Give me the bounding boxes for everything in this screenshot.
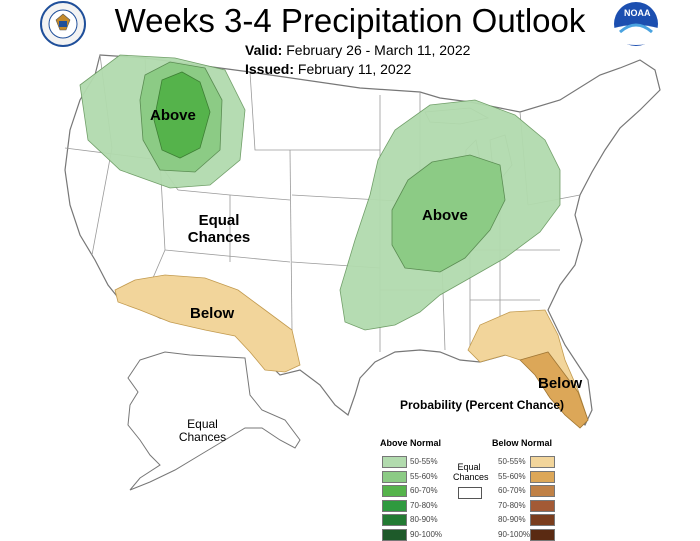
valid-label: Valid: (245, 42, 283, 58)
legend-title: Probability (Percent Chance) (400, 398, 565, 412)
label-below-southwest: Below (190, 305, 235, 322)
issued-value: February 11, 2022 (297, 61, 412, 77)
legend-above-swatch (382, 499, 407, 512)
legend-above-header: Above Normal (380, 438, 442, 448)
below-se-55 (519, 351, 589, 429)
valid-line: Valid: February 26 - March 11, 2022 (245, 42, 470, 58)
label-equal-west-line1: Equal (198, 212, 240, 229)
above-nw-60 (153, 71, 211, 159)
legend-above-label: 55-60% (410, 471, 438, 481)
legend-below-swatch (530, 499, 555, 512)
legend-below-header: Below Normal (492, 438, 553, 448)
legend-above-label: 70-80% (410, 500, 438, 510)
legend-above-swatch (382, 470, 407, 483)
legend-above-swatch (382, 528, 407, 541)
legend-below-swatch (530, 470, 555, 483)
page-title: Weeks 3-4 Precipitation Outlook (114, 2, 586, 39)
department-of-commerce-seal-icon (40, 1, 86, 47)
legend-below-swatch (530, 514, 555, 526)
label-equal-chances-west: Equal Chances (184, 212, 254, 246)
legend-above-swatch (382, 456, 407, 468)
legend-above-swatch (382, 514, 407, 526)
issued-label: Issued: (245, 61, 295, 77)
label-above-nw: Above (150, 107, 196, 124)
legend-above-label: 90-100% (410, 529, 443, 539)
legend-below-label: 60-70% (498, 486, 526, 495)
legend-below-label: 90-100% (498, 529, 531, 539)
legend-equal-chances: Equal Chances (453, 462, 489, 482)
legend-below-label: 80-90% (498, 515, 526, 524)
label-equal-ak-line1: Equal (187, 417, 218, 431)
legend-below-swatch (530, 456, 555, 468)
label-equal-ak-line2: Chances (178, 430, 227, 445)
legend-above-swatch (382, 485, 407, 497)
legend-below-label: 70-80% (498, 500, 526, 510)
legend-equal-line1: Equal (457, 462, 481, 472)
alaska-outline (127, 351, 301, 491)
legend-below-swatch (530, 485, 555, 497)
legend-equal-line2: Chances (453, 472, 489, 482)
legend-above-label: 80-90% (410, 515, 438, 524)
legend-above-label: 60-70% (410, 486, 438, 495)
noaa-logo-icon (614, 2, 658, 46)
legend-above-label: 50-55% (410, 457, 438, 466)
below-sw-50 (114, 274, 301, 373)
legend-below-swatch (530, 528, 555, 541)
label-equal-chances-alaska: Equal Chances (175, 417, 230, 445)
label-below-southeast: Below (538, 375, 583, 392)
label-equal-west-line2: Chances (187, 228, 251, 246)
noaa-logo-text: NOAA (624, 8, 651, 18)
legend-below-label: 50-55% (498, 457, 526, 466)
label-above-midwest: Above (422, 207, 468, 224)
issued-line: Issued: February 11, 2022 (245, 61, 411, 77)
above-mw-55 (391, 154, 506, 273)
valid-value: February 26 - March 11, 2022 (286, 42, 471, 58)
legend-below-label: 55-60% (498, 471, 526, 481)
legend-equal-chances-swatch (458, 487, 482, 499)
